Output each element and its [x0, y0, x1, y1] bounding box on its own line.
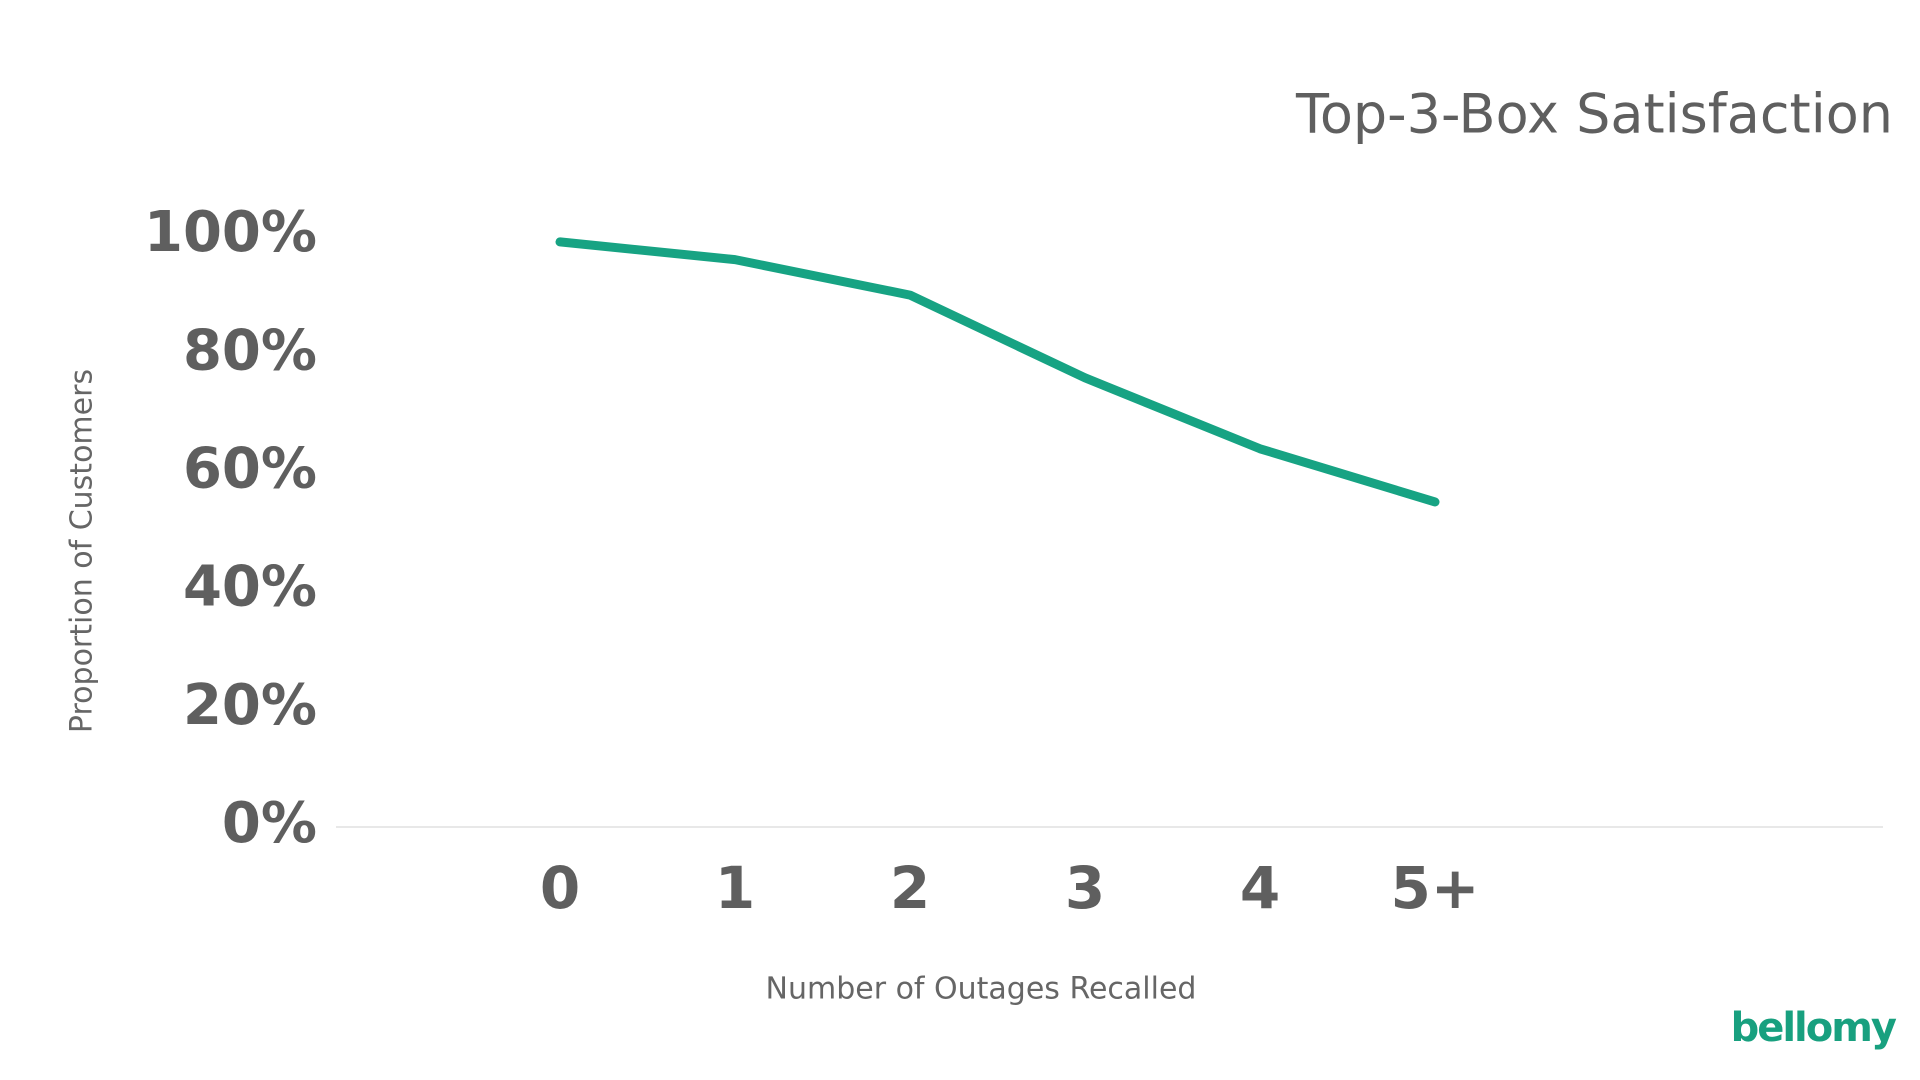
x-axis-title: Number of Outages Recalled [766, 972, 1197, 1007]
x-tick-label: 0 [540, 854, 580, 922]
y-tick-label: 80% [183, 318, 317, 383]
y-tick-label: 40% [183, 555, 317, 620]
brand-logo: bellomy [1731, 1005, 1897, 1051]
y-tick-label: 0% [222, 791, 317, 856]
y-tick-label: 20% [183, 673, 317, 738]
x-tick-label: 4 [1240, 854, 1280, 922]
y-tick-label: 60% [183, 437, 317, 502]
chart-title: Top-3-Box Satisfaction [1295, 83, 1893, 146]
y-axis-title: Proportion of Customers [65, 369, 100, 733]
y-tick-label: 100% [144, 200, 317, 265]
x-tick-label: 2 [890, 854, 930, 922]
x-tick-label: 3 [1065, 854, 1105, 922]
data-line [555, 237, 1440, 507]
x-tick-label: 1 [715, 854, 755, 922]
x-tick-label: 5+ [1391, 854, 1480, 922]
